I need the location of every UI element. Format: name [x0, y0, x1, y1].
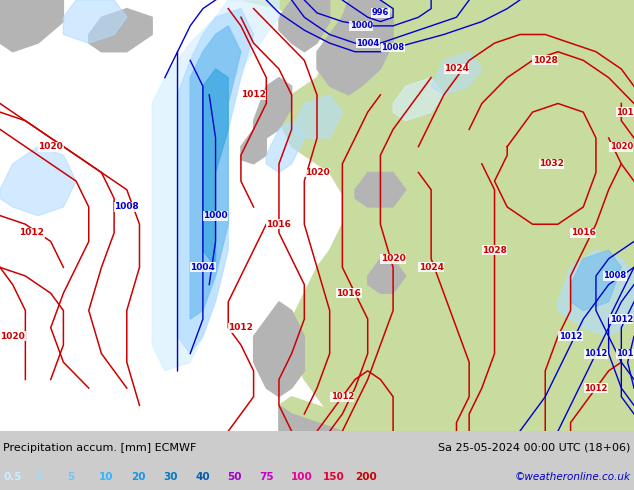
Text: 1012: 1012 — [585, 384, 607, 392]
Text: 1012: 1012 — [610, 315, 633, 323]
Text: 100: 100 — [291, 472, 313, 482]
Polygon shape — [279, 0, 330, 52]
Text: Precipitation accum. [mm] ECMWF: Precipitation accum. [mm] ECMWF — [3, 442, 197, 453]
Text: 200: 200 — [355, 472, 377, 482]
Polygon shape — [571, 250, 621, 311]
Text: 5: 5 — [67, 472, 74, 482]
Text: 1020: 1020 — [38, 142, 63, 151]
Text: 1008: 1008 — [382, 43, 404, 52]
Text: 1004: 1004 — [356, 39, 379, 48]
Text: 1024: 1024 — [444, 65, 469, 74]
Polygon shape — [63, 0, 127, 43]
Polygon shape — [254, 77, 292, 138]
Text: 1012: 1012 — [241, 90, 266, 99]
Text: 1032: 1032 — [539, 159, 564, 169]
Text: 1008: 1008 — [114, 202, 139, 212]
Polygon shape — [254, 302, 304, 397]
Text: 1012: 1012 — [19, 228, 44, 237]
Polygon shape — [203, 69, 228, 268]
Polygon shape — [368, 259, 406, 293]
Text: 1016: 1016 — [616, 108, 634, 117]
Text: 1028: 1028 — [533, 56, 558, 65]
Polygon shape — [241, 0, 634, 431]
Polygon shape — [292, 95, 342, 138]
Text: 1000: 1000 — [350, 22, 373, 30]
Text: 0.5: 0.5 — [3, 472, 22, 482]
Polygon shape — [279, 405, 342, 431]
Polygon shape — [355, 172, 406, 207]
Text: 1028: 1028 — [482, 245, 507, 255]
Text: 1012: 1012 — [585, 349, 607, 358]
Text: 1012: 1012 — [559, 332, 582, 341]
Polygon shape — [178, 9, 254, 354]
Text: 1012: 1012 — [331, 392, 354, 401]
Polygon shape — [89, 9, 152, 52]
Text: 20: 20 — [131, 472, 146, 482]
Text: 1012: 1012 — [228, 323, 254, 332]
Text: 996: 996 — [372, 8, 389, 18]
Text: 1020: 1020 — [610, 142, 633, 151]
Text: 2: 2 — [35, 472, 42, 482]
Polygon shape — [558, 250, 634, 336]
Polygon shape — [241, 129, 266, 164]
Polygon shape — [279, 397, 368, 431]
Polygon shape — [431, 52, 482, 95]
Polygon shape — [0, 0, 63, 52]
Polygon shape — [317, 0, 393, 95]
Text: 50: 50 — [227, 472, 242, 482]
Text: 1024: 1024 — [418, 263, 444, 272]
Text: 1012: 1012 — [616, 349, 634, 358]
Text: ©weatheronline.co.uk: ©weatheronline.co.uk — [515, 472, 631, 482]
Text: 1000: 1000 — [204, 211, 228, 220]
Text: 30: 30 — [163, 472, 178, 482]
Text: 40: 40 — [195, 472, 210, 482]
Polygon shape — [266, 121, 304, 172]
Text: 1020: 1020 — [380, 254, 406, 263]
Text: 150: 150 — [323, 472, 345, 482]
Text: 1016: 1016 — [336, 289, 361, 298]
Text: 1020: 1020 — [0, 332, 25, 341]
Text: 1016: 1016 — [266, 220, 292, 229]
Text: 1004: 1004 — [190, 263, 216, 272]
Text: Sa 25-05-2024 00:00 UTC (18+06): Sa 25-05-2024 00:00 UTC (18+06) — [439, 442, 631, 453]
Text: 75: 75 — [259, 472, 274, 482]
Polygon shape — [393, 77, 444, 121]
Polygon shape — [0, 147, 76, 216]
Text: 1016: 1016 — [571, 228, 596, 237]
Text: 1020: 1020 — [304, 168, 330, 177]
Polygon shape — [190, 26, 241, 319]
Text: 1008: 1008 — [604, 271, 626, 280]
Polygon shape — [152, 0, 279, 371]
Text: 10: 10 — [99, 472, 113, 482]
